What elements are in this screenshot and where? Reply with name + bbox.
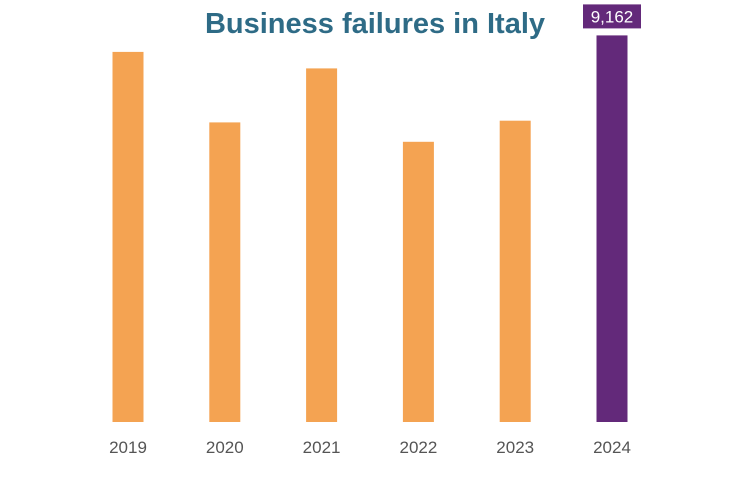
- x-tick-label-2024: 2024: [593, 438, 631, 457]
- bar-2021: [306, 68, 338, 423]
- data-label-box: [583, 4, 641, 29]
- bar-2019: [112, 51, 144, 423]
- chart-title: Business failures in Italy: [204, 8, 546, 40]
- x-tick-label-2023: 2023: [496, 438, 534, 457]
- bar-2023: [499, 120, 531, 422]
- x-tick-label-2019: 2019: [109, 438, 147, 457]
- bar-2024: [596, 35, 628, 423]
- x-tick-label-2022: 2022: [399, 438, 437, 457]
- x-tick-label-2020: 2020: [206, 438, 244, 457]
- x-tick-label-2021: 2021: [303, 438, 341, 457]
- bar-2022: [402, 141, 434, 423]
- data-label-2024: 9,162: [591, 7, 634, 26]
- bar-2020: [209, 122, 241, 423]
